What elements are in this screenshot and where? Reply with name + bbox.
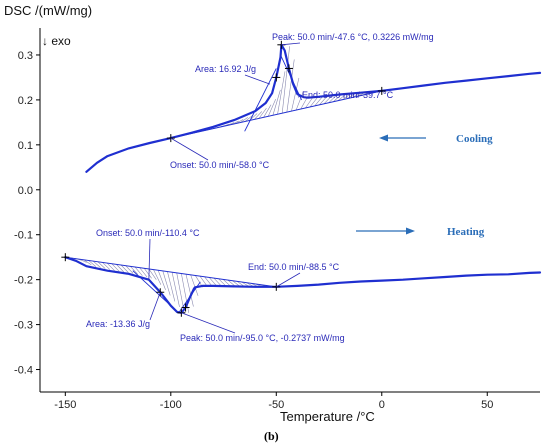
heating-curve: [64, 256, 542, 314]
cooling-baseline: [170, 90, 382, 139]
cooling-peak-leader: [281, 42, 301, 46]
heating-hatch-line: [102, 262, 111, 270]
cooling-hatch-line: [309, 97, 318, 108]
cooling-hatch-line: [295, 90, 304, 111]
heating-hatch-line: [181, 273, 190, 313]
x-tick-label: -100: [160, 399, 182, 411]
cooling-hatch-line: [240, 117, 249, 123]
heating-hatch-line: [176, 272, 185, 312]
heating-hatch-line: [190, 274, 199, 296]
exo-label: ↓ exo: [42, 34, 71, 48]
hatch-layer: [69, 46, 382, 313]
heating-hatch-line: [204, 276, 213, 287]
cooling-hatch-line: [267, 98, 276, 117]
heating-hatch-line: [227, 279, 236, 287]
heating-end-label: End: 50.0 min/-88.5 °C: [248, 262, 340, 272]
cooling-hatch-line: [254, 111, 262, 120]
heating-hatch-line: [106, 262, 115, 271]
caption-label: (b): [264, 429, 279, 443]
heating-hatch-line: [83, 259, 92, 266]
heating-hatch-line: [153, 269, 162, 285]
heating-baseline: [65, 256, 277, 288]
heating-hatch-line: [218, 278, 227, 287]
heating-hatch-line: [143, 268, 152, 279]
heating-hatch-line: [185, 274, 194, 307]
cooling-hatch-line: [337, 94, 346, 101]
cooling-area-label: Area: 16.92 J/g: [195, 64, 256, 74]
cooling-hatch-line: [263, 104, 272, 118]
x-tick-label: 0: [379, 399, 385, 411]
x-tick-label: -150: [54, 399, 76, 411]
cooling-hatch-line: [244, 115, 253, 122]
heating-hatch-line: [208, 277, 217, 287]
cooling-hatch-line: [323, 95, 332, 105]
heating-hatch-line: [171, 272, 180, 308]
curves-layer: [61, 40, 542, 334]
y-axis-title: DSC /(mW/mg): [4, 3, 92, 18]
heating-mode-label: Heating: [447, 226, 485, 238]
heating-hatch-line: [157, 270, 166, 291]
cooling-onset-tangent: [244, 68, 277, 132]
heating-hatch-line: [134, 266, 143, 276]
heating-hatch-line: [130, 266, 138, 275]
cooling-hatch-line: [319, 96, 327, 106]
heating-hatch-line: [92, 260, 101, 268]
y-tick-label: 0.0: [18, 185, 33, 197]
cooling-arrow-head: [379, 134, 388, 142]
heating-peak-leader: [181, 312, 236, 334]
heating-peak-label: Peak: 50.0 min/-95.0 °C, -0.2737 mW/mg: [180, 333, 345, 343]
cooling-end-leader: [297, 95, 301, 98]
cooling-hatch-line: [281, 46, 290, 114]
cooling-hatch-line: [277, 71, 286, 115]
heating-onset-label: Onset: 50.0 min/-110.4 °C: [96, 228, 200, 238]
heating-hatch-line: [199, 275, 208, 287]
x-tick-label: 50: [481, 399, 493, 411]
y-tick-label: -0.1: [14, 230, 33, 242]
heating-hatch-line: [97, 261, 106, 269]
y-tick-label: 0.3: [18, 50, 33, 62]
cooling-hatch-line: [272, 89, 281, 116]
heating-hatch-line: [116, 264, 125, 273]
y-tick-label: 0.1: [18, 140, 33, 152]
heating-hatch-line: [162, 270, 171, 296]
heating-area-label: Area: -13.36 J/g: [86, 319, 150, 329]
y-tick-label: -0.2: [14, 275, 33, 287]
heating-hatch-line: [120, 264, 129, 273]
ticks-layer: 0.3 0.2 0.1 0.0 -0.1 -0.2 -0.3 -0.4 -150 -100 -50 0…: [14, 28, 540, 411]
y-tick-label: -0.3: [14, 320, 33, 332]
cooling-hatch-line: [328, 95, 337, 104]
heating-onset-leader: [148, 238, 151, 280]
cooling-hatch-line: [342, 94, 351, 100]
cooling-hatch-line: [258, 108, 267, 119]
heating-hatch-line: [111, 263, 120, 272]
y-tick-label: 0.2: [18, 95, 33, 107]
heating-hatch-line: [167, 271, 176, 302]
cooling-onset-leader: [170, 137, 209, 161]
cooling-hatch-line: [347, 93, 355, 99]
cooling-hatch-line: [286, 59, 295, 113]
cooling-area-leader: [244, 74, 271, 85]
cooling-hatch-line: [291, 77, 300, 112]
y-tick-label: -0.4: [14, 365, 33, 377]
cooling-curve: [85, 43, 542, 173]
cooling-peak-label: Peak: 50.0 min/-47.6 °C, 0.3226 mW/mg: [272, 32, 434, 42]
heating-area-leader: [149, 292, 161, 321]
heating-hatch-line: [148, 268, 157, 280]
cooling-mode-label: Cooling: [456, 133, 493, 145]
heating-hatch-line: [125, 265, 134, 274]
heating-arrow-head: [406, 227, 415, 235]
cooling-onset-label: Onset: 50.0 min/-58.0 °C: [170, 160, 270, 170]
heating-hatch-line: [213, 277, 222, 287]
heating-hatch-line: [88, 260, 97, 267]
cooling-hatch-line: [333, 94, 341, 102]
cooling-hatch-line: [305, 97, 314, 109]
heating-hatch-line: [222, 279, 231, 287]
x-tick-label: -50: [268, 399, 284, 411]
heating-hatch-line: [139, 267, 148, 278]
heating-end-leader: [276, 272, 301, 288]
cooling-hatch-line: [314, 96, 323, 107]
x-axis-title: Temperature /°C: [280, 409, 375, 424]
cooling-end-label: End: 50.0 min/-39.7 °C: [302, 90, 394, 100]
